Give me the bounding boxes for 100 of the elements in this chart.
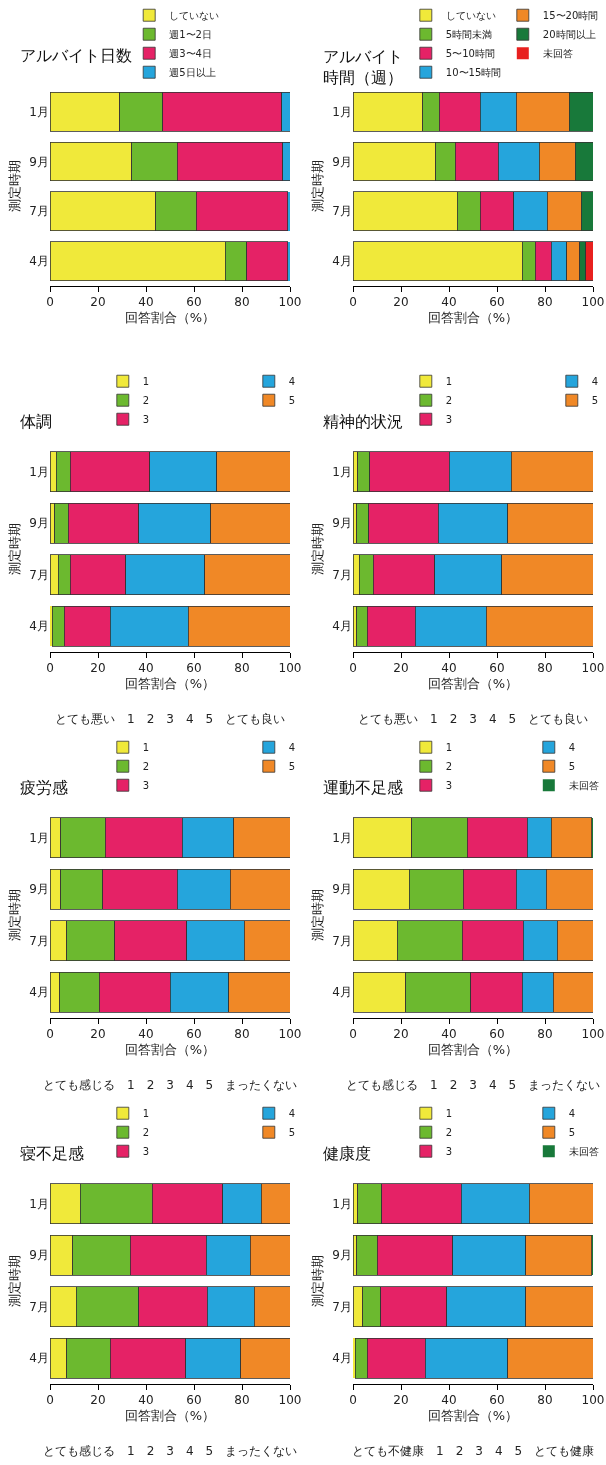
legend-label: 5 — [288, 1127, 296, 1139]
x-axis-title: 回答割合（%） — [427, 676, 519, 691]
x-tick-label: 0 — [349, 295, 357, 310]
y-tick-label: 7月 — [332, 567, 352, 582]
legend-label: 1 — [142, 1108, 150, 1120]
x-tick-label: 0 — [46, 1027, 54, 1042]
x-tick-label: 40 — [138, 1027, 154, 1042]
legend-label: していない — [445, 10, 496, 22]
legend-label: 1 — [445, 1108, 453, 1120]
x-tick-label: 20 — [90, 1393, 106, 1408]
y-tick-label: 9月 — [332, 882, 352, 897]
legend-label: 10〜15時間 — [445, 67, 502, 79]
text: とても感じる 1 2 3 4 5 まったくない — [43, 1444, 298, 1458]
y-tick-label: 1月 — [29, 104, 49, 119]
y-tick-label: 1月 — [29, 464, 49, 479]
x-tick-label: 0 — [349, 661, 357, 676]
y-tick-label: 9月 — [332, 516, 352, 531]
x-tick-label: 0 — [46, 295, 54, 310]
x-tick-label: 60 — [489, 1393, 505, 1408]
legend-label: 3 — [142, 780, 150, 792]
y-tick-label: 9月 — [29, 516, 49, 531]
legend-label: 3 — [445, 780, 453, 792]
chart-title: 寝不足感 — [20, 1143, 84, 1163]
y-axis-title: 測定時期 — [7, 523, 23, 575]
x-tick-label: 40 — [441, 661, 457, 676]
legend-label: 3 — [445, 414, 453, 426]
y-axis-title: 測定時期 — [310, 1255, 326, 1307]
x-tick-label: 20 — [393, 1393, 409, 1408]
x-tick-label: 40 — [138, 1393, 154, 1408]
y-tick-label: 4月 — [29, 254, 49, 269]
legend-label: 1 — [445, 742, 453, 754]
x-tick-label: 80 — [234, 1027, 250, 1042]
y-tick-label: 7月 — [332, 1299, 352, 1314]
y-tick-label: 4月 — [29, 619, 49, 634]
x-tick-label: 20 — [90, 295, 106, 310]
x-axis-title: 回答割合（%） — [427, 1408, 519, 1423]
x-tick-label: 60 — [489, 295, 505, 310]
y-axis-title: 測定時期 — [310, 160, 326, 213]
legend-label: 2 — [142, 761, 150, 773]
legend-label: 5 — [568, 1127, 576, 1139]
legend-label: 4 — [591, 376, 599, 388]
y-axis-title: 測定時期 — [310, 889, 326, 941]
y-tick-label: 1月 — [29, 1196, 49, 1211]
legend-label: 5〜10時間 — [445, 48, 495, 60]
chart-title: 健康度 — [323, 1143, 371, 1163]
legend-label: 3 — [142, 1146, 150, 1158]
x-tick-label: 80 — [234, 295, 250, 310]
x-tick-label: 0 — [349, 1027, 357, 1042]
legend-label: していない — [169, 10, 220, 22]
x-tick-label: 100 — [581, 1393, 605, 1408]
y-tick-label: 1月 — [29, 830, 49, 845]
text: とても悪い 1 2 3 4 5 とても良い — [55, 712, 286, 726]
x-tick-label: 20 — [90, 1027, 106, 1042]
legend-label: 未回答 — [568, 780, 599, 792]
y-tick-label: 7月 — [29, 933, 49, 948]
x-tick-label: 100 — [581, 661, 605, 676]
x-tick-label: 80 — [234, 1393, 250, 1408]
legend-label: 3 — [445, 1146, 453, 1158]
x-tick-label: 60 — [489, 1027, 505, 1042]
legend-label: 2 — [142, 1127, 150, 1139]
y-tick-label: 4月 — [332, 1351, 352, 1366]
y-tick-label: 1月 — [332, 1196, 352, 1211]
legend-label: 4 — [568, 742, 576, 754]
y-tick-label: 7月 — [332, 204, 352, 219]
chart-title: アルバイト日数 — [20, 45, 132, 65]
legend-label: 週3〜4日 — [169, 48, 212, 60]
x-tick-label: 60 — [186, 1027, 202, 1042]
x-axis-title: 回答割合（%） — [124, 676, 216, 691]
y-tick-label: 7月 — [29, 204, 49, 219]
x-tick-label: 100 — [278, 1027, 302, 1042]
legend-label: 週1〜2日 — [169, 29, 212, 41]
x-tick-label: 40 — [441, 1393, 457, 1408]
x-tick-label: 80 — [234, 661, 250, 676]
y-tick-label: 9月 — [29, 1248, 49, 1263]
legend-label: 5 — [568, 761, 576, 773]
legend-label: 15〜20時間 — [542, 10, 599, 22]
legend-label: 未回答 — [542, 48, 573, 60]
chart-title: 運動不足感 — [323, 777, 403, 797]
x-tick-label: 20 — [90, 661, 106, 676]
x-tick-label: 20 — [393, 295, 409, 310]
chart-title: 疲労感 — [20, 777, 68, 797]
x-axis-title: 回答割合（%） — [124, 1408, 216, 1423]
y-axis-title: 測定時期 — [7, 1255, 23, 1307]
legend-label: 3 — [142, 414, 150, 426]
y-axis-title: 測定時期 — [7, 889, 23, 941]
x-tick-label: 100 — [278, 661, 302, 676]
x-axis-title: 回答割合（%） — [427, 310, 519, 325]
y-tick-label: 9月 — [29, 154, 49, 169]
x-tick-label: 40 — [138, 661, 154, 676]
x-tick-label: 60 — [489, 661, 505, 676]
legend-label: 5 — [288, 761, 296, 773]
legend-label: 2 — [142, 395, 150, 407]
y-tick-label: 1月 — [332, 830, 352, 845]
x-axis-title: 回答割合（%） — [124, 1042, 216, 1057]
y-tick-label: 7月 — [29, 567, 49, 582]
legend-label: 4 — [288, 1108, 296, 1120]
legend-label: 5 — [288, 395, 296, 407]
legend-label: 20時間以上 — [542, 29, 596, 41]
y-tick-label: 7月 — [332, 933, 352, 948]
y-axis-title: 測定時期 — [7, 160, 23, 213]
